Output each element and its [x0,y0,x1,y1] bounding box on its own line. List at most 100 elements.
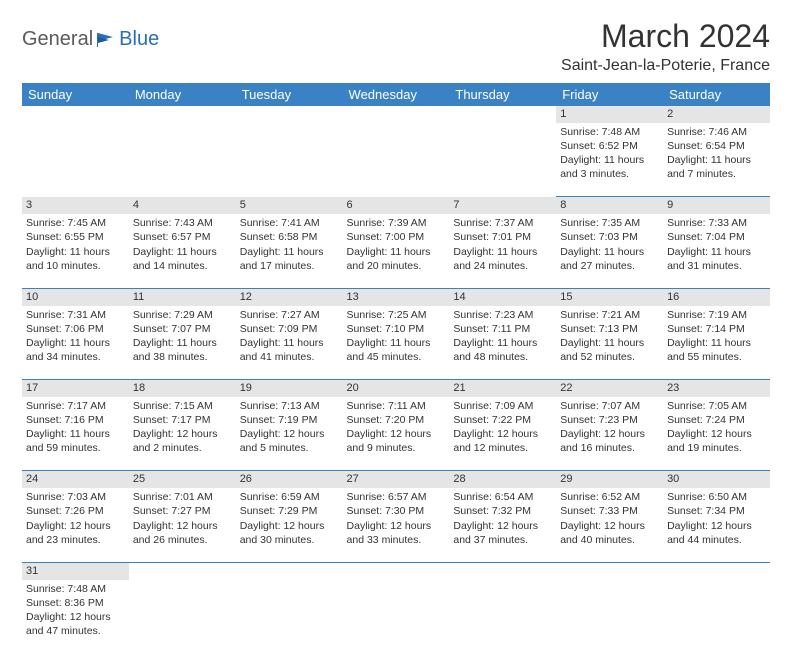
daynum-row: 3456789 [22,197,770,214]
logo-text-general: General [22,28,93,51]
day-detail-cell [343,123,450,197]
day-number-cell: 31 [22,562,129,579]
day-detail-cell [343,580,450,654]
weekday-header: Tuesday [236,83,343,106]
day-number-cell: 24 [22,471,129,488]
day-detail-cell: Sunrise: 7:23 AMSunset: 7:11 PMDaylight:… [449,306,556,380]
title-block: March 2024 Saint-Jean-la-Poterie, France [561,18,770,75]
day-detail-cell: Sunrise: 6:52 AMSunset: 7:33 PMDaylight:… [556,488,663,562]
day-detail-cell: Sunrise: 7:09 AMSunset: 7:22 PMDaylight:… [449,397,556,471]
day-number-cell: 16 [663,288,770,305]
day-detail-cell: Sunrise: 7:11 AMSunset: 7:20 PMDaylight:… [343,397,450,471]
weekday-header: Friday [556,83,663,106]
day-number-cell: 13 [343,288,450,305]
day-number-cell: 22 [556,380,663,397]
day-detail-cell [129,580,236,654]
day-number-cell [663,562,770,579]
day-detail-cell: Sunrise: 7:48 AMSunset: 8:36 PMDaylight:… [22,580,129,654]
day-detail-cell: Sunrise: 7:46 AMSunset: 6:54 PMDaylight:… [663,123,770,197]
day-detail-cell: Sunrise: 7:35 AMSunset: 7:03 PMDaylight:… [556,214,663,288]
day-detail-cell [129,123,236,197]
day-number-cell: 20 [343,380,450,397]
day-number-cell: 19 [236,380,343,397]
day-detail-cell [449,123,556,197]
day-number-cell: 23 [663,380,770,397]
day-number-cell: 27 [343,471,450,488]
day-number-cell: 15 [556,288,663,305]
day-detail-cell: Sunrise: 7:39 AMSunset: 7:00 PMDaylight:… [343,214,450,288]
day-detail-cell: Sunrise: 7:37 AMSunset: 7:01 PMDaylight:… [449,214,556,288]
logo-text-blue: Blue [119,28,159,51]
day-number-cell: 18 [129,380,236,397]
day-detail-cell: Sunrise: 7:25 AMSunset: 7:10 PMDaylight:… [343,306,450,380]
daynum-row: 31 [22,562,770,579]
detail-row: Sunrise: 7:31 AMSunset: 7:06 PMDaylight:… [22,306,770,380]
day-number-cell [129,562,236,579]
day-detail-cell: Sunrise: 7:19 AMSunset: 7:14 PMDaylight:… [663,306,770,380]
day-detail-cell: Sunrise: 7:21 AMSunset: 7:13 PMDaylight:… [556,306,663,380]
day-number-cell: 26 [236,471,343,488]
day-detail-cell: Sunrise: 7:27 AMSunset: 7:09 PMDaylight:… [236,306,343,380]
day-detail-cell: Sunrise: 7:43 AMSunset: 6:57 PMDaylight:… [129,214,236,288]
daynum-row: 24252627282930 [22,471,770,488]
day-detail-cell: Sunrise: 7:03 AMSunset: 7:26 PMDaylight:… [22,488,129,562]
day-number-cell: 11 [129,288,236,305]
day-detail-cell: Sunrise: 7:41 AMSunset: 6:58 PMDaylight:… [236,214,343,288]
day-number-cell [236,562,343,579]
detail-row: Sunrise: 7:48 AMSunset: 8:36 PMDaylight:… [22,580,770,654]
day-number-cell: 7 [449,197,556,214]
detail-row: Sunrise: 7:48 AMSunset: 6:52 PMDaylight:… [22,123,770,197]
day-number-cell: 8 [556,197,663,214]
weekday-header: Thursday [449,83,556,106]
day-number-cell: 1 [556,106,663,123]
detail-row: Sunrise: 7:03 AMSunset: 7:26 PMDaylight:… [22,488,770,562]
weekday-header-row: SundayMondayTuesdayWednesdayThursdayFrid… [22,83,770,106]
logo: General Blue [22,18,159,51]
daynum-row: 12 [22,106,770,123]
day-number-cell [129,106,236,123]
day-number-cell: 28 [449,471,556,488]
day-detail-cell: Sunrise: 6:54 AMSunset: 7:32 PMDaylight:… [449,488,556,562]
day-number-cell [556,562,663,579]
day-detail-cell: Sunrise: 6:59 AMSunset: 7:29 PMDaylight:… [236,488,343,562]
day-detail-cell: Sunrise: 7:33 AMSunset: 7:04 PMDaylight:… [663,214,770,288]
day-detail-cell: Sunrise: 7:13 AMSunset: 7:19 PMDaylight:… [236,397,343,471]
logo-flag-icon [95,31,117,49]
weekday-header: Sunday [22,83,129,106]
daynum-row: 10111213141516 [22,288,770,305]
location: Saint-Jean-la-Poterie, France [561,57,770,75]
day-detail-cell: Sunrise: 6:57 AMSunset: 7:30 PMDaylight:… [343,488,450,562]
weekday-header: Wednesday [343,83,450,106]
day-detail-cell: Sunrise: 7:17 AMSunset: 7:16 PMDaylight:… [22,397,129,471]
weekday-header: Saturday [663,83,770,106]
day-number-cell: 21 [449,380,556,397]
day-number-cell: 3 [22,197,129,214]
detail-row: Sunrise: 7:45 AMSunset: 6:55 PMDaylight:… [22,214,770,288]
day-detail-cell: Sunrise: 7:45 AMSunset: 6:55 PMDaylight:… [22,214,129,288]
day-detail-cell [449,580,556,654]
day-detail-cell [236,580,343,654]
day-number-cell [343,562,450,579]
day-number-cell: 5 [236,197,343,214]
day-number-cell: 25 [129,471,236,488]
weekday-header: Monday [129,83,236,106]
detail-row: Sunrise: 7:17 AMSunset: 7:16 PMDaylight:… [22,397,770,471]
day-number-cell: 14 [449,288,556,305]
day-detail-cell [22,123,129,197]
day-number-cell: 12 [236,288,343,305]
day-number-cell [22,106,129,123]
day-number-cell [449,106,556,123]
day-number-cell: 30 [663,471,770,488]
day-number-cell [449,562,556,579]
day-number-cell: 2 [663,106,770,123]
day-number-cell: 29 [556,471,663,488]
day-number-cell [343,106,450,123]
day-detail-cell: Sunrise: 7:01 AMSunset: 7:27 PMDaylight:… [129,488,236,562]
day-number-cell [236,106,343,123]
day-detail-cell: Sunrise: 7:15 AMSunset: 7:17 PMDaylight:… [129,397,236,471]
day-detail-cell [556,580,663,654]
day-detail-cell: Sunrise: 7:07 AMSunset: 7:23 PMDaylight:… [556,397,663,471]
day-detail-cell: Sunrise: 7:29 AMSunset: 7:07 PMDaylight:… [129,306,236,380]
day-detail-cell [663,580,770,654]
day-number-cell: 6 [343,197,450,214]
